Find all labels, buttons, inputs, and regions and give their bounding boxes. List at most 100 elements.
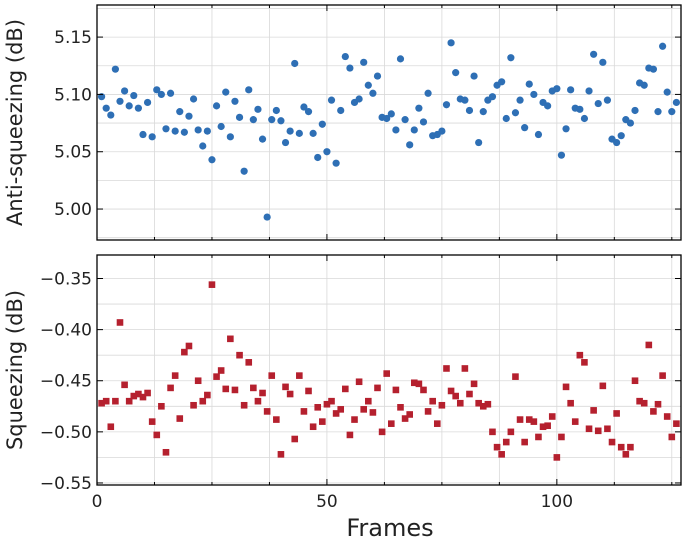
data-point	[581, 359, 588, 366]
y-tick-label: 5.05	[54, 143, 92, 163]
data-point	[599, 58, 607, 66]
data-point	[521, 438, 528, 446]
data-point	[167, 384, 174, 392]
data-point	[203, 127, 211, 135]
data-point	[107, 423, 115, 431]
data-point	[374, 384, 381, 392]
data-point	[378, 428, 386, 436]
data-point	[226, 133, 234, 141]
data-point	[314, 153, 322, 162]
data-point	[235, 113, 244, 121]
data-point	[341, 52, 349, 61]
data-point	[157, 90, 165, 99]
data-point	[296, 372, 303, 379]
data-point	[180, 128, 188, 136]
data-point	[544, 422, 551, 430]
data-point	[521, 124, 529, 132]
data-point	[488, 93, 497, 101]
data-point	[194, 377, 202, 385]
data-point	[475, 399, 482, 407]
data-point	[282, 383, 289, 391]
y-tick-label: −0.50	[40, 423, 92, 443]
data-point	[585, 87, 593, 95]
data-point	[383, 114, 391, 123]
data-point	[153, 86, 161, 94]
x-tick-label: 50	[316, 492, 338, 512]
data-point	[355, 95, 363, 103]
data-point	[208, 156, 216, 164]
data-point	[112, 397, 119, 405]
data-point	[231, 386, 239, 394]
data-point	[162, 448, 170, 456]
data-point	[286, 127, 294, 135]
data-point	[654, 400, 662, 408]
data-point	[245, 359, 253, 366]
data-point	[498, 451, 505, 458]
data-point	[594, 427, 602, 435]
data-point	[571, 418, 579, 425]
data-point	[443, 365, 450, 372]
data-point	[626, 119, 635, 127]
data-point	[613, 138, 621, 147]
data-point	[309, 129, 317, 137]
data-point	[659, 372, 666, 379]
data-point	[236, 351, 243, 359]
data-point	[585, 425, 593, 433]
data-point	[548, 413, 556, 420]
data-point	[277, 451, 285, 458]
data-point	[645, 341, 653, 349]
data-point	[171, 127, 179, 135]
data-point	[185, 112, 193, 120]
data-point	[608, 438, 616, 446]
data-point	[397, 404, 404, 411]
data-point	[498, 78, 506, 86]
data-point	[470, 72, 478, 80]
data-point	[148, 133, 156, 141]
data-point	[185, 342, 193, 350]
data-point	[208, 281, 216, 288]
data-point	[351, 416, 358, 423]
data-point	[240, 401, 248, 409]
x-tick-label: 0	[92, 492, 103, 512]
data-point	[502, 438, 510, 446]
data-point	[328, 397, 335, 405]
data-point	[360, 406, 368, 413]
data-point	[125, 102, 133, 110]
data-point	[171, 372, 179, 379]
data-point	[401, 415, 409, 422]
data-point	[401, 116, 409, 124]
data-point	[438, 127, 446, 135]
data-point	[249, 116, 257, 124]
data-point	[590, 50, 598, 58]
plot-frame	[96, 4, 682, 241]
data-point	[346, 64, 354, 72]
data-point	[673, 420, 680, 427]
data-point	[268, 116, 276, 124]
data-point	[291, 435, 299, 443]
data-point	[102, 397, 110, 405]
data-point	[254, 105, 262, 113]
data-point	[419, 118, 428, 126]
data-point	[603, 96, 612, 104]
data-point	[442, 101, 451, 109]
data-point	[654, 108, 662, 116]
data-point	[406, 411, 413, 418]
y-tick-label: −0.45	[40, 372, 92, 392]
data-point	[567, 399, 574, 407]
data-point	[222, 88, 230, 96]
data-point	[567, 86, 575, 94]
data-point	[158, 402, 165, 410]
squeezing-panel: 0 50 100 −0.35 −0.40 −0.45 −0.50 −0.55 Squeezing…	[3, 254, 682, 512]
anti-squeezing-panel: 5.00 5.05 5.10 5.15 Anti-squeezing (dB)	[3, 4, 682, 241]
data-point	[355, 378, 363, 386]
data-point	[304, 108, 313, 116]
data-point	[373, 72, 382, 80]
data-point	[176, 108, 184, 116]
data-point	[502, 114, 510, 123]
data-point	[227, 335, 234, 343]
y-axis-label: Squeezing (dB)	[3, 290, 27, 450]
data-point	[530, 418, 538, 425]
data-point	[424, 89, 432, 97]
data-point	[640, 81, 648, 89]
